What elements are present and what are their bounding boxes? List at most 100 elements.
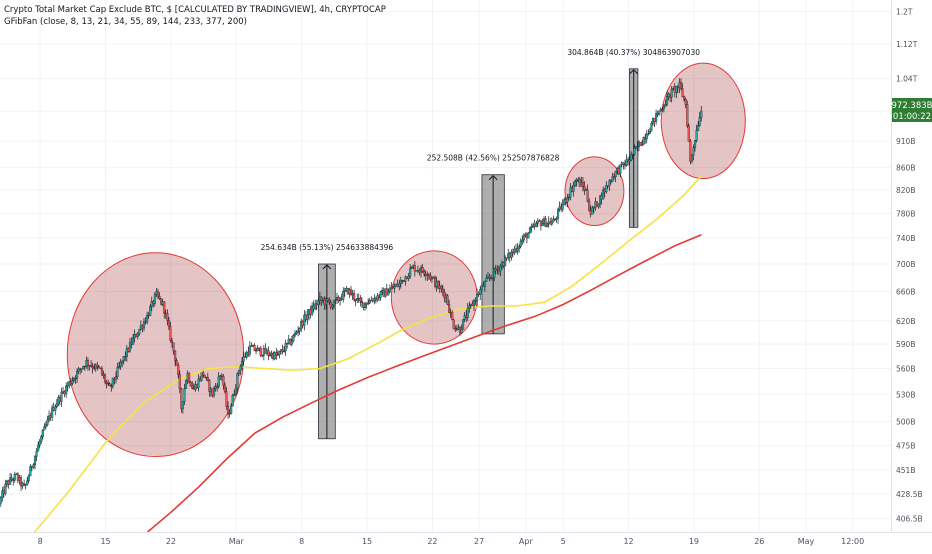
- candle-body: [325, 298, 328, 305]
- candle-body: [156, 291, 160, 297]
- candle-body: [605, 185, 608, 193]
- candle-body: [342, 291, 345, 300]
- candle-body: [404, 276, 407, 282]
- highlight-ellipse: [66, 252, 245, 458]
- time-axis[interactable]: 8 15 22 Mar 8 15 22 27 Apr 5 12 19 26 May 12:00: [38, 537, 865, 546]
- candle-body: [553, 218, 556, 221]
- candle-body: [476, 293, 479, 302]
- candle-body: [248, 345, 251, 355]
- candle-body: [77, 368, 80, 372]
- candle-body: [499, 265, 502, 272]
- candle-body: [80, 368, 83, 370]
- candle-body: [521, 239, 524, 242]
- candle-body: [26, 480, 29, 485]
- candle-body: [33, 456, 37, 465]
- candle-body: [149, 306, 152, 316]
- candle-body: [9, 477, 12, 485]
- candle-body: [273, 352, 276, 360]
- candle-body: [639, 142, 642, 146]
- candle-body: [665, 96, 669, 105]
- candle-body: [636, 146, 639, 148]
- candle-body: [530, 226, 533, 229]
- candle-body: [71, 380, 74, 384]
- time-tick-label: Mar: [229, 537, 245, 546]
- candle-body: [136, 333, 139, 337]
- candle-body: [363, 302, 367, 308]
- price-tick-label: 530B: [896, 390, 915, 399]
- time-tick-label: 19: [689, 537, 699, 546]
- candle-body: [281, 349, 284, 352]
- candle-body: [317, 300, 320, 305]
- candle-body: [388, 288, 391, 293]
- candle-body: [628, 159, 631, 162]
- candle-body: [41, 429, 44, 437]
- candle-body: [37, 445, 40, 452]
- candle-body: [591, 207, 594, 215]
- candle-body: [223, 384, 226, 392]
- candle-body: [295, 332, 298, 334]
- candle-body: [96, 364, 99, 367]
- candle-body: [599, 195, 602, 205]
- candle-body: [611, 176, 614, 182]
- price-tick-label: 780B: [896, 209, 915, 218]
- candle-body: [114, 376, 118, 380]
- candle-body: [683, 96, 686, 100]
- indicator-label[interactable]: GFibFan (close, 8, 13, 21, 34, 55, 89, 1…: [4, 17, 247, 27]
- candle-body: [100, 368, 104, 375]
- candle-body: [206, 377, 209, 381]
- candle-body: [479, 289, 482, 295]
- candle-body: [614, 170, 617, 178]
- candle-body: [393, 286, 396, 289]
- candle-body: [602, 189, 605, 200]
- price-tick-label: 820B: [896, 186, 915, 195]
- price-tick-label: 860B: [896, 164, 915, 173]
- candle-body: [648, 131, 651, 134]
- candle-body: [493, 268, 496, 278]
- candle-body: [546, 223, 549, 227]
- measurement-arrow-head: [629, 69, 639, 75]
- price-badge: 972.383B 01:00:22: [892, 98, 932, 122]
- price-tick-label: 590B: [896, 340, 915, 349]
- candle-body: [437, 281, 440, 289]
- price-tick-label: 740B: [896, 234, 915, 243]
- candle-body: [217, 376, 220, 387]
- candle-body: [681, 88, 684, 97]
- candle-body: [693, 140, 697, 148]
- candle-body: [200, 372, 203, 381]
- candle-body: [561, 204, 564, 210]
- candle-body: [32, 464, 35, 468]
- candle-body: [181, 401, 184, 409]
- candle-body: [658, 110, 661, 115]
- chart-title: Crypto Total Market Cap Exclude BTC, $ […: [4, 5, 386, 15]
- candle-body: [331, 305, 334, 308]
- candle-body: [633, 148, 636, 155]
- candle-body: [650, 122, 653, 132]
- candle-body: [245, 351, 248, 358]
- candles: [0, 78, 703, 507]
- candle-body: [222, 376, 225, 386]
- candle-body: [695, 130, 698, 141]
- price-tick-label: 475B: [896, 442, 915, 451]
- candle-body: [661, 108, 664, 110]
- candle-body: [460, 329, 463, 334]
- price-axis[interactable]: 1.2T1.12T1.04T970B910B860B820B780B740B70…: [896, 8, 923, 524]
- price-tick-label: 1.2T: [896, 8, 913, 17]
- candle-body: [376, 295, 379, 301]
- candle-body: [519, 241, 522, 247]
- measurement-labels: 254.634B (55.13%) 254633884396 252.508B (…: [261, 48, 701, 252]
- candle-body: [555, 218, 558, 220]
- candle-body: [178, 374, 181, 389]
- candle-body: [527, 232, 530, 239]
- candle-body: [550, 221, 553, 225]
- candle-body: [697, 125, 700, 131]
- candle-body: [451, 312, 454, 321]
- candle-body: [286, 342, 289, 344]
- candle-body: [220, 375, 223, 377]
- candle-body: [662, 106, 665, 110]
- candle-body: [216, 386, 219, 388]
- candle-body: [267, 350, 270, 356]
- candle-body: [0, 497, 2, 504]
- price-tick-label: 700B: [896, 260, 915, 269]
